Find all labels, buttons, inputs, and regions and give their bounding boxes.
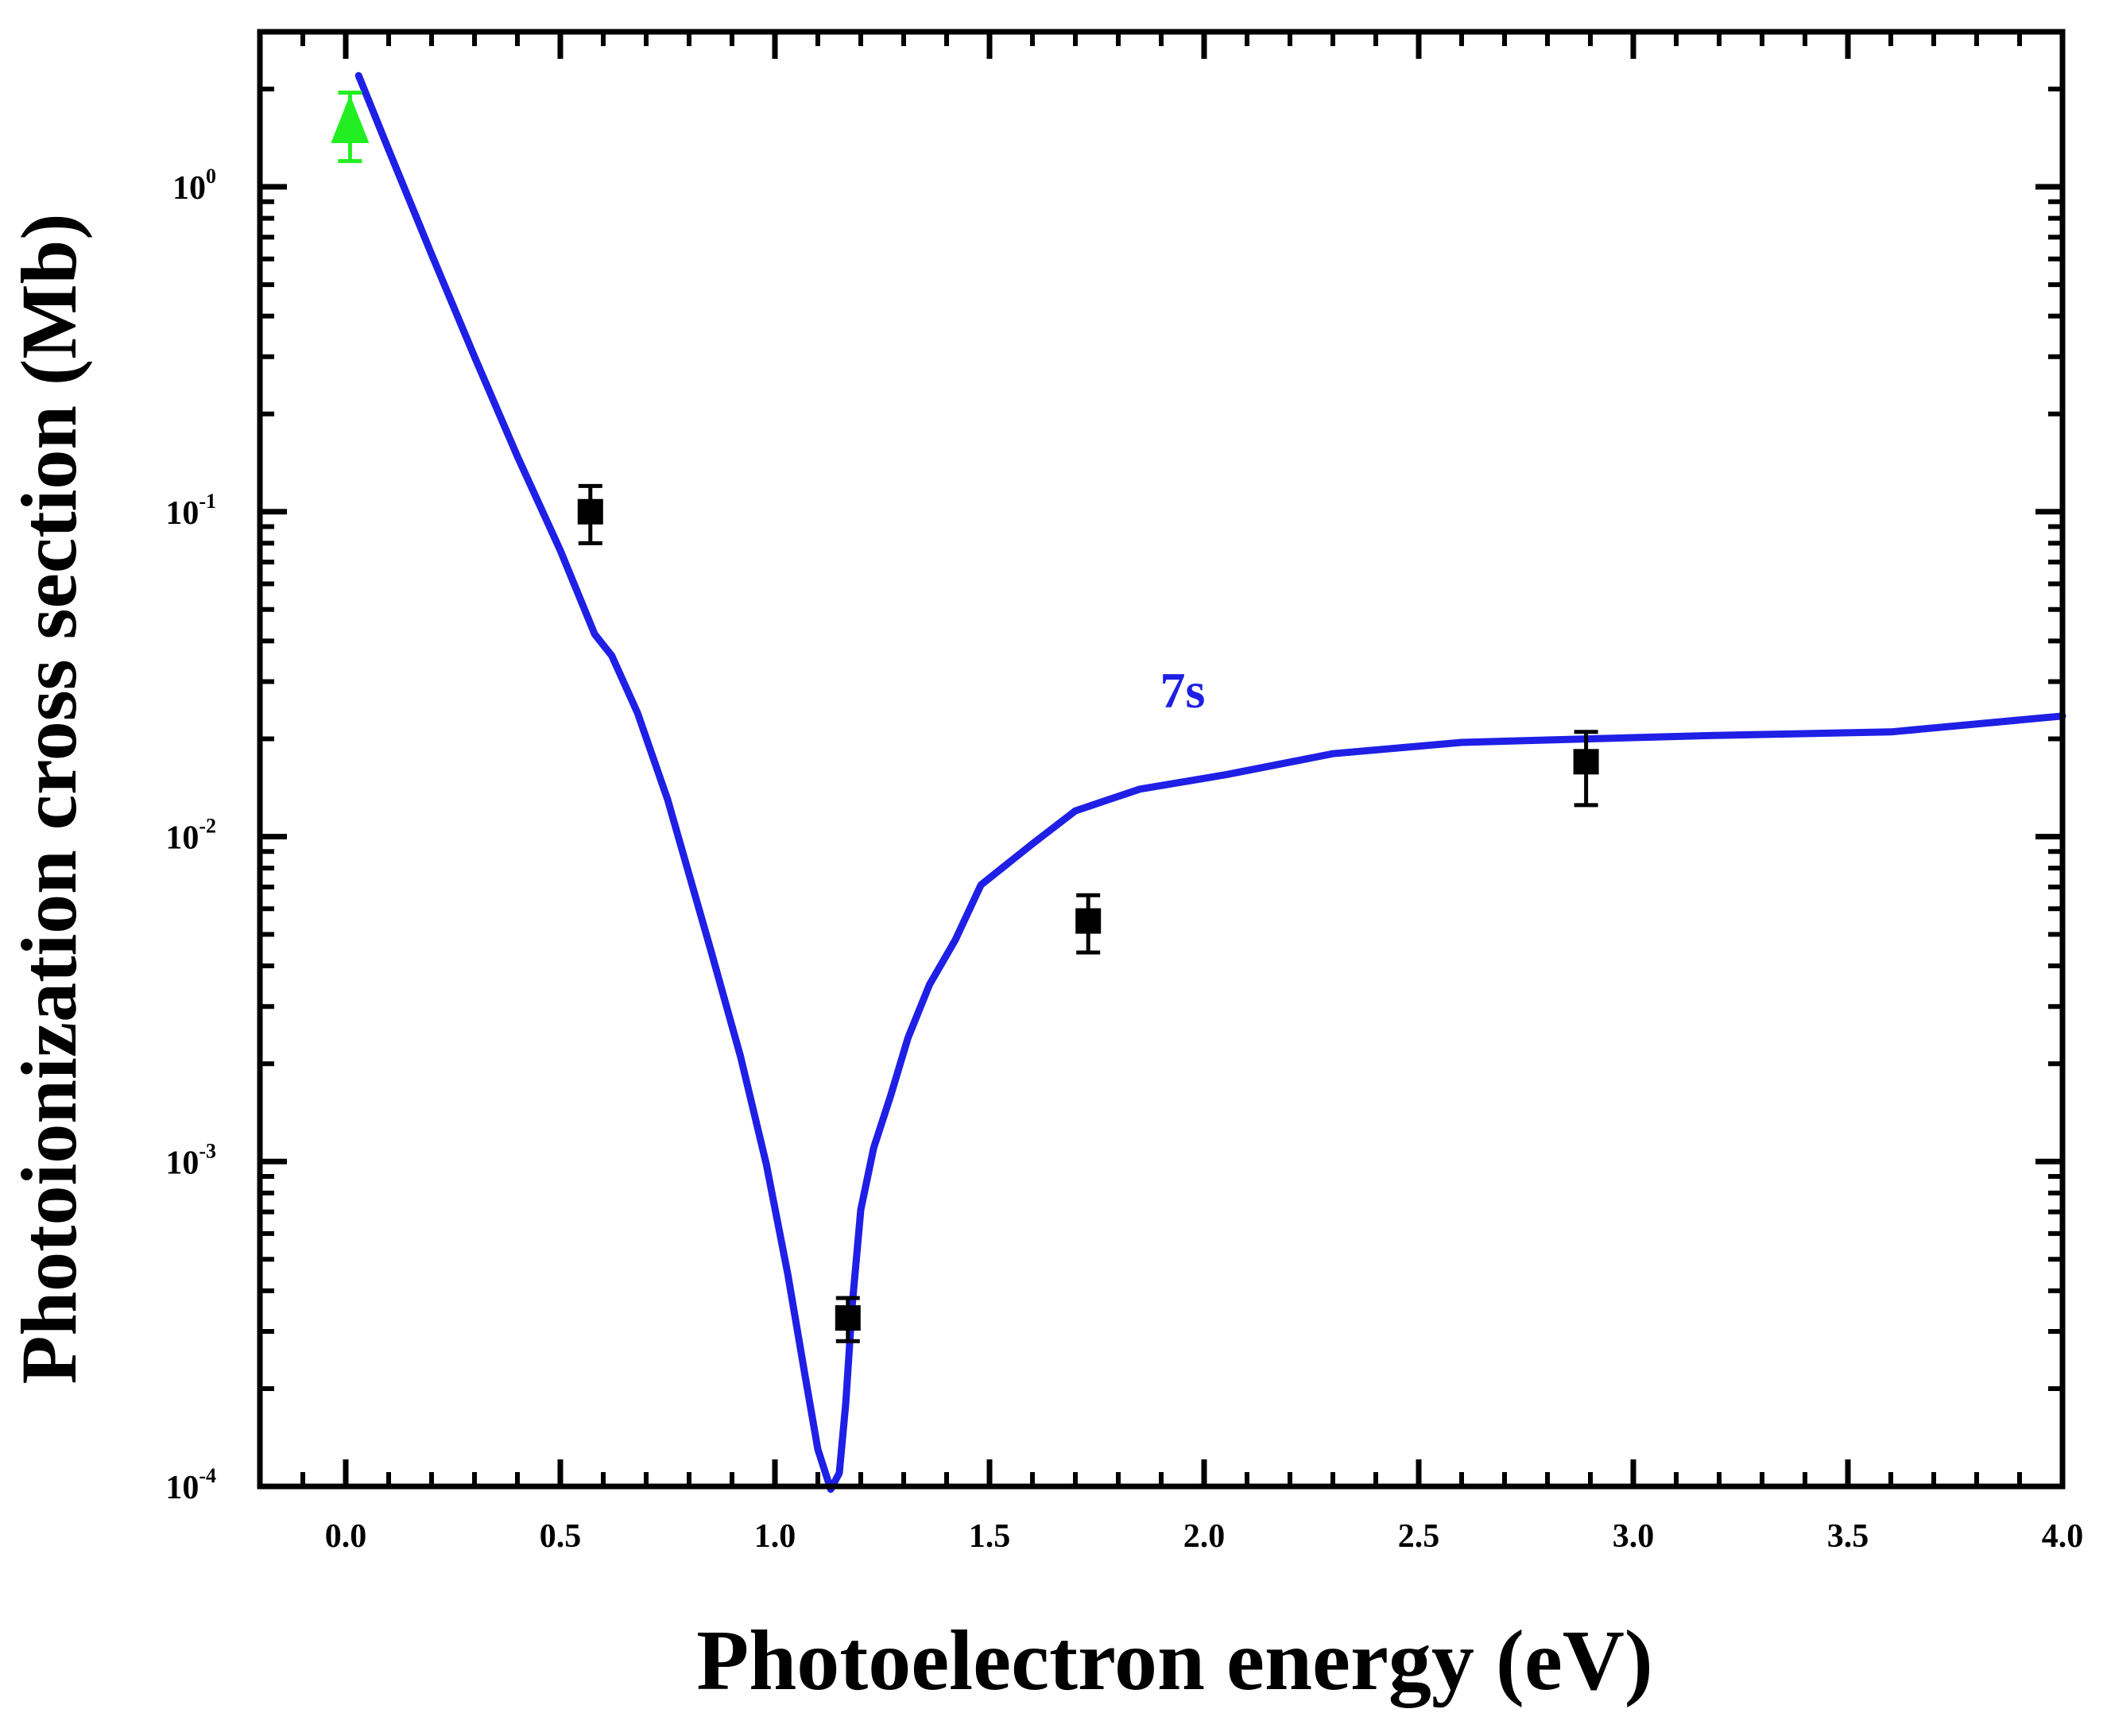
y-tick-label: 100: [172, 165, 216, 207]
y-tick-label-base: 10: [165, 495, 199, 532]
square-marker: [577, 498, 603, 525]
plot-frame: [257, 29, 2066, 1490]
x-tick-label: 0.0: [325, 1518, 367, 1555]
x-tick-label: 2.0: [1183, 1518, 1226, 1555]
x-tick-label: 1.0: [754, 1518, 796, 1555]
series-label-7s: 7s: [1160, 662, 1206, 719]
square-point: [1573, 730, 1599, 808]
triangle-point: [331, 90, 370, 164]
x-axis-title: Photoelectron energy (eV): [696, 1614, 1653, 1708]
y-tick-label-base: 10: [165, 1470, 199, 1506]
x-tick-label: 3.0: [1613, 1518, 1655, 1555]
square-point: [835, 1296, 861, 1343]
x-tick-label: 4.0: [2042, 1518, 2084, 1555]
square-point: [1075, 893, 1102, 955]
y-tick-label: 10-2: [165, 815, 216, 857]
y-tick-label-exponent: -3: [199, 1139, 216, 1162]
y-tick-label-exponent: -2: [199, 815, 216, 838]
series-7s-curve: [354, 72, 2066, 1494]
square-point: [577, 483, 603, 545]
y-tick-label-exponent: -1: [199, 490, 216, 513]
x-tick-label: 3.5: [1827, 1518, 1869, 1555]
y-tick-label: 10-3: [165, 1139, 216, 1181]
y-tick-label-base: 10: [165, 820, 199, 857]
y-tick-label-exponent: 0: [206, 165, 216, 188]
square-marker: [1075, 908, 1102, 934]
y-tick-label: 10-4: [165, 1464, 216, 1506]
x-tick-label: 2.5: [1398, 1518, 1440, 1555]
x-tick-label: 1.5: [969, 1518, 1011, 1555]
y-tick-label-base: 10: [172, 170, 206, 207]
y-axis-title: Photoionization cross section (Mb): [5, 213, 93, 1384]
y-tick-label-exponent: -4: [199, 1464, 216, 1487]
data-layer: [331, 72, 2066, 1494]
y-tick-label: 10-1: [165, 490, 216, 532]
tick-label-layer: 0.0 0.5 1.0 1.5 2.0 2.5 3.0 3.5 4.010010-110-210…: [165, 165, 2083, 1555]
triangle-marker: [331, 95, 370, 144]
square-marker: [1573, 749, 1599, 775]
square-marker: [835, 1305, 861, 1331]
x-tick-label: 0.5: [540, 1518, 582, 1555]
y-tick-label-base: 10: [165, 1145, 199, 1181]
